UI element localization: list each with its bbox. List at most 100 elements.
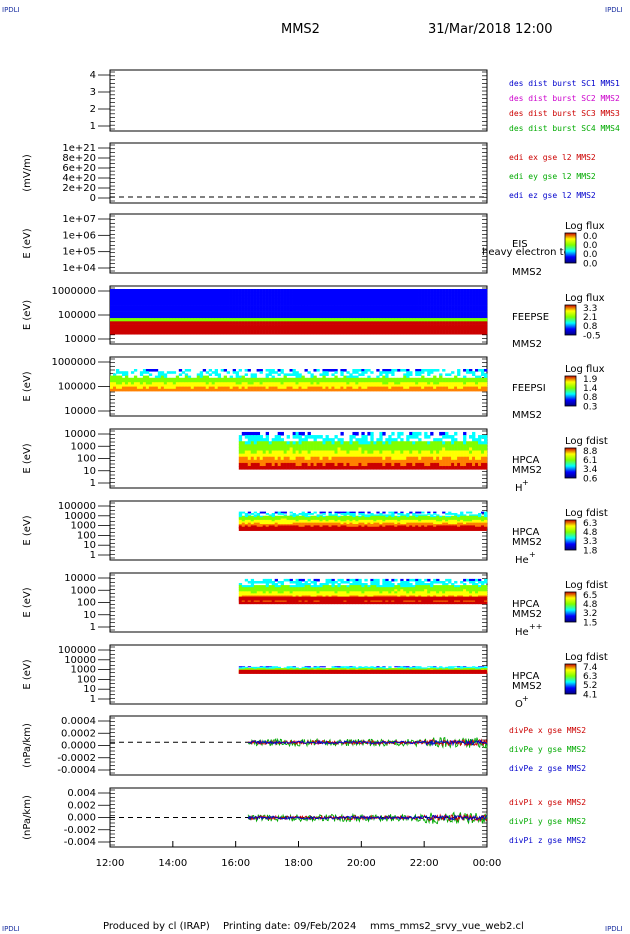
heatmap-cell xyxy=(247,438,252,442)
heatmap-cell xyxy=(328,331,332,335)
heatmap-cell xyxy=(151,295,156,299)
heatmap-cell xyxy=(229,375,233,379)
heatmap-cell xyxy=(397,308,401,312)
heatmap-cell xyxy=(361,435,365,439)
heatmap-cell xyxy=(310,466,314,470)
heatmap-cell xyxy=(154,386,159,390)
heatmap-cell xyxy=(466,450,470,455)
heatmap-cell xyxy=(358,444,362,448)
heatmap-cell xyxy=(400,377,404,381)
heatmap-cell xyxy=(460,441,464,445)
heatmap-cell xyxy=(349,301,353,306)
heatmap-cell xyxy=(406,292,410,296)
heatmap-cell xyxy=(295,450,299,455)
heatmap-cell xyxy=(409,314,413,319)
heatmap-cell xyxy=(430,456,434,461)
heatmap-cell xyxy=(310,462,314,467)
heatmap-cell xyxy=(457,522,461,525)
heatmap-cell xyxy=(244,593,249,596)
heatmap-cell xyxy=(250,295,254,299)
heatmap-cell xyxy=(217,311,222,316)
heatmap-cell xyxy=(157,321,162,325)
heatmap-cell xyxy=(448,525,452,528)
heatmap-cell xyxy=(124,380,129,383)
heatmap-cell xyxy=(355,450,359,455)
heatmap-cell xyxy=(442,331,446,335)
heatmap-cell xyxy=(397,384,401,387)
heatmap-cell xyxy=(274,311,278,316)
heatmap-cell xyxy=(457,382,461,385)
heatmap-cell xyxy=(463,318,467,322)
heatmap-cell xyxy=(418,311,422,316)
heatmap-cell xyxy=(184,388,189,392)
heatmap-cell xyxy=(358,308,362,312)
heatmap-cell xyxy=(385,444,389,448)
heatmap-cell xyxy=(481,314,485,319)
heatmap-cell xyxy=(469,444,473,448)
heatmap-cell xyxy=(157,388,162,392)
heatmap-cell xyxy=(187,388,192,392)
heatmap-cell xyxy=(307,515,311,518)
heatmap-cell xyxy=(139,318,144,322)
heatmap-cell xyxy=(466,518,470,521)
heatmap-cell xyxy=(226,295,230,299)
heatmap-cell xyxy=(178,382,183,385)
heatmap-cell xyxy=(136,301,141,306)
heatmap-cell xyxy=(304,298,308,303)
heatmap-cell xyxy=(208,373,213,376)
heatmap-cell xyxy=(385,388,389,392)
heatmap-cell xyxy=(388,515,392,518)
heatmap-cell xyxy=(466,318,470,322)
heatmap-cell xyxy=(355,519,359,522)
heatmap-cell xyxy=(475,375,479,379)
heatmap-cell xyxy=(250,380,254,383)
heatmap-cell xyxy=(292,444,296,448)
heatmap-cell xyxy=(163,292,168,296)
heatmap-cell xyxy=(370,438,374,442)
heatmap-cell xyxy=(472,373,476,376)
heatmap-cell xyxy=(268,517,273,520)
heatmap-cell xyxy=(346,301,350,306)
heatmap-cell xyxy=(154,384,159,387)
heatmap-cell xyxy=(196,321,201,325)
heatmap-cell xyxy=(214,295,219,299)
heatmap-cell xyxy=(451,459,455,464)
heatmap-cell xyxy=(199,377,204,381)
heatmap-cell xyxy=(322,301,326,306)
heatmap-cell xyxy=(310,515,314,518)
heatmap-cell xyxy=(148,289,153,293)
heatmap-cell xyxy=(265,521,270,524)
heatmap-cell xyxy=(271,514,275,517)
heatmap-cell xyxy=(286,305,290,309)
heatmap-cell xyxy=(265,295,269,299)
heatmap-cell xyxy=(466,444,470,448)
heatmap-cell xyxy=(259,369,263,372)
heatmap-cell xyxy=(313,321,317,325)
heatmap-cell xyxy=(478,447,482,452)
heatmap-cell xyxy=(406,444,410,448)
heatmap-cell xyxy=(415,380,419,383)
heatmap-cell xyxy=(121,295,126,299)
heatmap-cell xyxy=(475,525,479,528)
heatmap-cell xyxy=(289,519,293,522)
heatmap-cell xyxy=(355,305,359,309)
heatmap-cell xyxy=(241,318,245,322)
heatmap-cell xyxy=(463,305,467,309)
heatmap-cell xyxy=(463,459,467,464)
heatmap-cell xyxy=(313,522,317,525)
heatmap-cell xyxy=(370,292,374,296)
heatmap-cell xyxy=(226,305,230,309)
heatmap-cell xyxy=(211,331,216,335)
heatmap-cell xyxy=(325,289,329,293)
heatmap-cell xyxy=(355,444,359,448)
heatmap-cell xyxy=(259,321,263,325)
heatmap-cell xyxy=(346,515,350,518)
heatmap-cell xyxy=(253,289,257,293)
heatmap-cell xyxy=(310,524,314,526)
heatmap-cell xyxy=(331,373,335,376)
heatmap-cell xyxy=(250,515,255,518)
heatmap-cell xyxy=(136,388,141,392)
heatmap-cell xyxy=(193,311,198,316)
heatmap-cell xyxy=(340,438,344,442)
heatmap-cell xyxy=(130,314,135,319)
